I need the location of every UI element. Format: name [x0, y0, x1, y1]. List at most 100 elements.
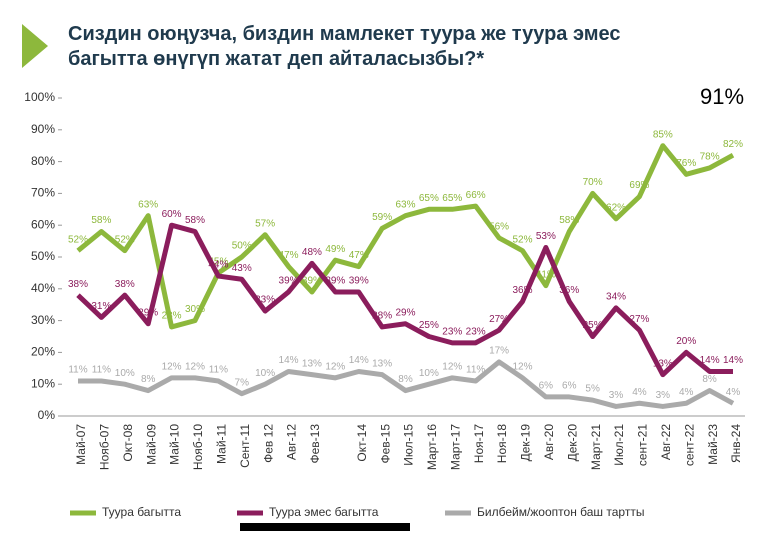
x-tick-label: Ноя-17 [472, 424, 486, 464]
data-label: 29% [138, 307, 158, 318]
data-label: 14% [279, 355, 299, 366]
data-label: 10% [115, 368, 135, 379]
data-label: 63% [138, 199, 158, 210]
x-tick-label: Июл-21 [612, 424, 626, 466]
data-label: 20% [676, 336, 696, 347]
x-tick-label: Фев-15 [378, 424, 392, 464]
data-label: 39% [325, 276, 345, 287]
data-label: 13% [653, 358, 673, 369]
data-label: 58% [185, 215, 205, 226]
data-label: 10% [419, 368, 439, 379]
y-tick-label: 50% [31, 249, 55, 263]
y-tick-label: 70% [31, 186, 55, 200]
data-label: 12% [325, 361, 345, 372]
data-label: 45% [208, 257, 228, 268]
data-label: 25% [583, 320, 603, 331]
data-label: 11% [209, 365, 228, 376]
data-label: 5% [585, 384, 600, 395]
data-label: 58% [91, 215, 111, 226]
x-tick-label: Март-16 [425, 424, 439, 470]
data-label: 47% [349, 250, 369, 261]
data-label: 4% [679, 387, 694, 398]
data-label: 82% [723, 139, 743, 150]
x-tick-label: Июл-15 [402, 424, 416, 466]
x-tick-label: Май-11 [215, 424, 229, 464]
data-label: 69% [629, 180, 649, 191]
data-label: 36% [512, 285, 532, 296]
legend-label: Туура эмес багытта [269, 505, 379, 519]
y-tick-label: 20% [31, 345, 55, 359]
data-label: 14% [700, 355, 720, 366]
x-tick-label: Май-10 [168, 424, 182, 465]
data-label: 3% [656, 390, 671, 401]
x-tick-label: Ноя-18 [495, 424, 509, 464]
title-box: Сиздин оюңузча, биздин мамлекет туура же… [68, 23, 621, 70]
data-label: 57% [255, 218, 275, 229]
legend-label: Туура багытта [102, 505, 181, 519]
x-tick-label: Сент-11 [238, 424, 252, 468]
data-label: 8% [141, 374, 156, 385]
data-label: 56% [489, 222, 509, 233]
legend-label: Билбейм/жооптон баш тартты [477, 505, 644, 519]
data-label: 36% [559, 285, 579, 296]
y-tick-label: 100% [24, 90, 55, 104]
data-label: 41% [536, 269, 556, 280]
data-label: 14% [723, 355, 743, 366]
data-label: 53% [536, 231, 556, 242]
data-label: 27% [629, 314, 649, 325]
data-label: 47% [279, 250, 299, 261]
x-tick-label: Май-09 [144, 424, 158, 465]
data-label: 39% [302, 276, 322, 287]
data-label: 13% [372, 358, 392, 369]
x-tick-label: Окт-08 [121, 424, 135, 462]
x-tick-label: Фев 12 [261, 424, 275, 463]
data-label: 29% [395, 307, 415, 318]
data-label: 33% [255, 295, 275, 306]
data-label: 14% [349, 355, 369, 366]
data-label: 4% [632, 387, 647, 398]
data-label: 8% [398, 374, 413, 385]
data-label: 10% [255, 368, 275, 379]
data-label: 44% [208, 260, 228, 271]
data-label: 63% [395, 199, 415, 210]
data-label: 28% [372, 311, 392, 322]
data-label: 76% [676, 158, 696, 169]
x-tick-label: Фев-13 [308, 424, 322, 464]
x-tick-label: Окт-14 [355, 424, 369, 462]
data-label: 11% [68, 365, 87, 376]
x-tick-label: Март-17 [448, 424, 462, 470]
x-tick-label: Авг-12 [285, 424, 299, 460]
data-label: 49% [325, 244, 345, 255]
data-label: 7% [235, 377, 250, 388]
data-label: 12% [185, 361, 205, 372]
data-label: 52% [115, 234, 135, 245]
data-label: 17% [489, 346, 509, 357]
data-label: 52% [512, 234, 532, 245]
data-label: 31% [91, 301, 111, 312]
data-label: 8% [702, 374, 717, 385]
data-label: 30% [185, 304, 205, 315]
data-label: 66% [466, 190, 486, 201]
x-tick-label: Дек-20 [565, 424, 579, 462]
data-label: 48% [302, 247, 322, 258]
data-label: 58% [559, 215, 579, 226]
x-tick-label: Нояб-07 [98, 424, 112, 470]
data-label: 6% [562, 381, 577, 392]
data-label: 52% [68, 234, 88, 245]
y-tick-label: 0% [38, 408, 56, 422]
x-tick-label: Дек-19 [519, 424, 533, 462]
data-label: 4% [726, 387, 741, 398]
data-label: 39% [349, 276, 369, 287]
y-tick-label: 30% [31, 313, 55, 327]
y-tick-label: 80% [31, 154, 55, 168]
data-label: 59% [372, 212, 392, 223]
data-label: 12% [442, 361, 462, 372]
x-tick-label: Нояб-10 [191, 424, 205, 470]
overlay-bar [240, 523, 410, 531]
data-label: 60% [162, 209, 182, 220]
data-label: 34% [606, 292, 626, 303]
annotation: 91% [700, 84, 744, 109]
data-label: 39% [279, 276, 299, 287]
x-tick-label: Май-23 [706, 424, 720, 465]
data-label: 62% [606, 202, 626, 213]
